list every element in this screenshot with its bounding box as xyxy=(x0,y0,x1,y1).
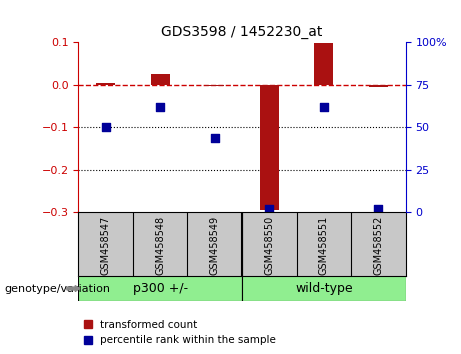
Text: GSM458552: GSM458552 xyxy=(373,216,384,275)
Point xyxy=(375,206,382,212)
Text: genotype/variation: genotype/variation xyxy=(5,284,111,293)
Bar xyxy=(369,85,388,87)
Point xyxy=(157,104,164,110)
Bar xyxy=(314,43,333,85)
Point xyxy=(266,206,273,212)
Point xyxy=(211,135,219,141)
Text: p300 +/-: p300 +/- xyxy=(133,282,188,295)
Text: wild-type: wild-type xyxy=(295,282,353,295)
Bar xyxy=(151,74,170,85)
Text: GSM458551: GSM458551 xyxy=(319,216,329,275)
Title: GDS3598 / 1452230_at: GDS3598 / 1452230_at xyxy=(161,25,323,39)
Text: GSM458547: GSM458547 xyxy=(100,216,111,275)
Legend: transformed count, percentile rank within the sample: transformed count, percentile rank withi… xyxy=(83,320,276,345)
Bar xyxy=(205,85,225,86)
Bar xyxy=(260,85,279,210)
Text: GSM458548: GSM458548 xyxy=(155,216,165,275)
Bar xyxy=(242,276,406,301)
Bar xyxy=(96,83,115,85)
Bar xyxy=(78,276,242,301)
Text: GSM458550: GSM458550 xyxy=(264,216,274,275)
Point xyxy=(102,125,109,130)
Text: GSM458549: GSM458549 xyxy=(210,216,220,275)
Point xyxy=(320,104,327,110)
